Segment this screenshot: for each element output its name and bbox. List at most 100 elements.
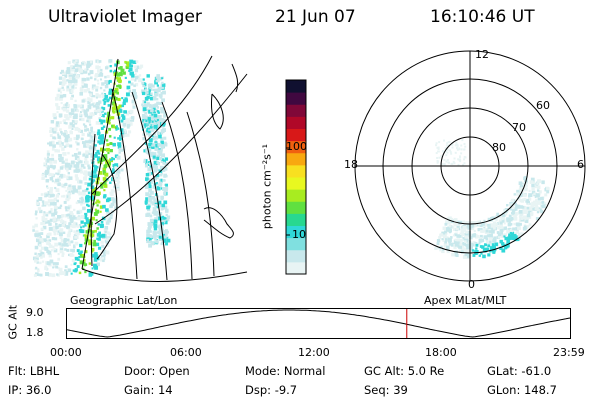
emission-pixel	[41, 173, 44, 177]
emission-pixel	[83, 109, 88, 114]
emission-pixel	[520, 199, 525, 203]
emission-pixel	[48, 222, 52, 226]
emission-pixel	[75, 231, 80, 236]
emission-pixel	[66, 116, 70, 121]
emission-pixel	[445, 154, 448, 157]
emission-pixel	[148, 146, 151, 149]
emission-pixel	[80, 214, 85, 219]
emission-pixel	[53, 159, 58, 164]
emission-pixel	[487, 244, 491, 248]
emission-pixel	[165, 183, 169, 187]
color-scale-bar	[285, 79, 307, 275]
emission-pixel	[459, 242, 463, 246]
emission-pixel	[456, 148, 459, 151]
emission-pixel	[517, 226, 521, 230]
emission-pixel	[73, 244, 76, 247]
emission-pixel	[60, 142, 64, 146]
emission-pixel	[85, 230, 90, 234]
emission-pixel	[120, 148, 124, 152]
emission-pixel	[103, 100, 107, 104]
emission-pixel	[77, 200, 81, 204]
cbar-label-100: 100	[286, 140, 307, 153]
emission-pixel	[543, 202, 547, 206]
emission-pixel	[479, 224, 483, 227]
emission-pixel	[122, 122, 127, 127]
emission-pixel	[148, 205, 151, 208]
emission-pixel	[501, 242, 504, 245]
emission-pixel	[483, 226, 486, 229]
emission-pixel	[165, 242, 168, 246]
emission-pixel	[145, 192, 150, 197]
emission-pixel	[148, 109, 152, 114]
emission-pixel	[515, 227, 519, 231]
emission-pixel	[61, 86, 64, 89]
emission-pixel	[63, 237, 67, 242]
emission-pixel	[52, 228, 56, 232]
emission-pixel	[436, 160, 439, 163]
emission-pixel	[98, 171, 103, 175]
emission-pixel	[105, 217, 108, 221]
mlat-label-80: 80	[492, 141, 506, 154]
emission-pixel	[160, 180, 163, 183]
emission-pixel	[164, 208, 169, 213]
emission-pixel	[68, 228, 72, 232]
emission-pixel	[458, 155, 461, 158]
emission-pixel	[93, 131, 96, 134]
emission-pixel	[439, 249, 442, 252]
emission-pixel	[523, 225, 528, 230]
emission-pixel	[84, 160, 89, 165]
emission-pixel	[66, 169, 69, 172]
emission-pixel	[91, 234, 95, 237]
emission-pixel	[481, 222, 485, 226]
emission-pixel	[87, 166, 91, 170]
emission-pixel	[34, 245, 39, 250]
emission-pixel	[58, 76, 63, 80]
emission-pixel	[435, 142, 438, 145]
emission-pixel	[528, 193, 533, 197]
emission-pixel	[438, 156, 441, 159]
emission-pixel	[69, 253, 74, 257]
emission-pixel	[68, 74, 73, 79]
emission-pixel	[86, 187, 89, 191]
emission-pixel	[448, 238, 452, 242]
emission-pixel	[448, 161, 451, 164]
emission-pixel	[489, 249, 492, 253]
emission-pixel	[58, 223, 62, 227]
emission-pixel	[119, 66, 123, 70]
emission-pixel	[108, 79, 112, 83]
emission-pixel	[128, 67, 133, 72]
emission-pixel	[47, 199, 52, 204]
emission-pixel	[98, 60, 102, 63]
emission-pixel	[37, 269, 40, 272]
emission-pixel	[91, 174, 96, 179]
emission-pixel	[102, 169, 106, 173]
emission-pixel	[84, 224, 87, 227]
emission-pixel	[107, 104, 111, 107]
emission-pixel	[441, 238, 444, 241]
emission-pixel	[69, 210, 72, 214]
emission-pixel	[68, 184, 71, 188]
emission-pixel	[148, 114, 152, 117]
emission-pixel	[148, 83, 153, 88]
emission-pixel	[83, 261, 86, 265]
emission-pixel	[61, 252, 65, 256]
emission-pixel	[111, 157, 114, 160]
emission-pixel	[487, 226, 490, 230]
emission-pixel	[151, 124, 154, 127]
emission-pixel	[87, 198, 90, 201]
emission-pixel	[75, 74, 80, 79]
emission-pixel	[521, 183, 525, 187]
emission-pixel	[34, 213, 38, 216]
emission-pixel	[156, 124, 161, 129]
emission-pixel	[85, 194, 90, 199]
emission-pixel	[71, 85, 75, 89]
emission-pixel	[107, 161, 111, 166]
emission-pixel	[470, 223, 475, 228]
emission-pixel	[58, 232, 63, 237]
emission-pixel	[163, 173, 168, 178]
emission-pixel	[61, 82, 66, 86]
emission-pixel	[482, 220, 485, 224]
status-gc-alt: GC Alt: 5.0 Re	[364, 364, 445, 378]
emission-pixel	[81, 133, 84, 136]
emission-pixel	[87, 191, 91, 195]
